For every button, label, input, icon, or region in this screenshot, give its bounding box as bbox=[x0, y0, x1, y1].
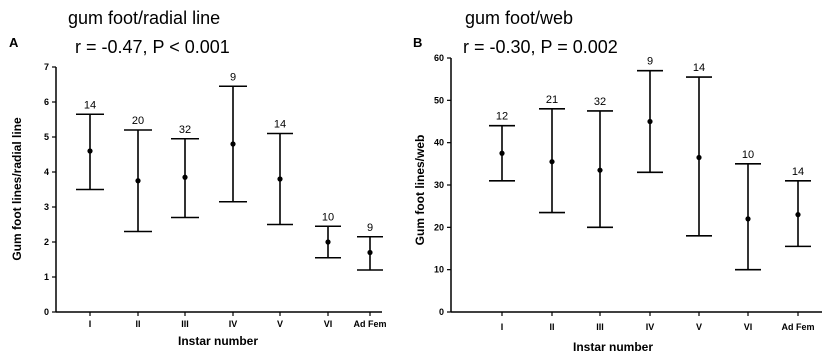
sample-size-label-2: 21 bbox=[546, 94, 558, 106]
panel-b-series: 12 I 21 II 32 III 9 IV 14 V 10 VI 14 Ad Fem bbox=[489, 56, 815, 332]
y-tick-label: 60 bbox=[434, 53, 444, 63]
sample-size-label-7: 9 bbox=[367, 222, 373, 234]
y-tick-label: 6 bbox=[44, 97, 49, 107]
x-category-label: V bbox=[696, 322, 702, 332]
panel-b-ylabel: Gum foot lines/web bbox=[413, 135, 427, 246]
panel-b-title: gum foot/web bbox=[465, 8, 573, 28]
x-category-label: I bbox=[501, 322, 504, 332]
x-category-label: Ad Fem bbox=[353, 319, 386, 329]
mean-point-5 bbox=[277, 176, 283, 182]
sample-size-label-3: 32 bbox=[179, 124, 191, 136]
y-tick-label: 50 bbox=[434, 95, 444, 105]
panel-a-ylabel: Gum foot lines/radial line bbox=[10, 117, 24, 261]
sample-size-label-5: 14 bbox=[274, 119, 286, 131]
mean-point-7 bbox=[795, 212, 801, 218]
mean-point-2 bbox=[135, 178, 141, 184]
x-category-label: Ad Fem bbox=[781, 322, 814, 332]
x-category-label: II bbox=[135, 319, 140, 329]
panel-a-plot: 0 1 2 3 4 5 6 7 14 I 20 II 32 III 9 IV 14 V 10 VI 9 Ad Fem I… bbox=[10, 62, 387, 348]
sample-size-label-3: 32 bbox=[594, 96, 606, 108]
mean-point-6 bbox=[325, 239, 331, 245]
panel-b-letter: B bbox=[413, 35, 422, 50]
panel-a-title: gum foot/radial line bbox=[68, 8, 220, 28]
x-category-label: IV bbox=[646, 322, 655, 332]
y-tick-label: 3 bbox=[44, 202, 49, 212]
sample-size-label-5: 14 bbox=[693, 62, 705, 74]
panel-a-y-ticks: 0 1 2 3 4 5 6 7 bbox=[44, 62, 56, 317]
mean-point-6 bbox=[745, 216, 751, 222]
y-tick-label: 10 bbox=[434, 265, 444, 275]
sample-size-label-1: 12 bbox=[496, 111, 508, 123]
sample-size-label-6: 10 bbox=[742, 149, 754, 161]
y-tick-label: 4 bbox=[44, 167, 49, 177]
y-tick-label: 0 bbox=[439, 307, 444, 317]
panel-a-letter: A bbox=[9, 35, 19, 50]
x-category-label: I bbox=[89, 319, 92, 329]
panel-b-plot: 0 10 20 30 40 50 60 12 I 21 II 32 III 9 IV 14 V 10 VI 14 Ad… bbox=[413, 53, 822, 354]
y-tick-label: 1 bbox=[44, 272, 49, 282]
sample-size-label-6: 10 bbox=[322, 211, 334, 223]
sample-size-label-1: 14 bbox=[84, 99, 96, 111]
mean-point-1 bbox=[87, 148, 93, 154]
x-category-label: III bbox=[596, 322, 604, 332]
sample-size-label-4: 9 bbox=[647, 56, 653, 68]
panel-b-stats: r = -0.30, P = 0.002 bbox=[463, 37, 618, 57]
x-category-label: IV bbox=[229, 319, 238, 329]
mean-point-7 bbox=[367, 249, 373, 256]
x-category-label: VI bbox=[744, 322, 753, 332]
x-category-label: II bbox=[549, 322, 554, 332]
y-tick-label: 5 bbox=[44, 132, 49, 142]
x-category-label: VI bbox=[324, 319, 333, 329]
y-tick-label: 20 bbox=[434, 222, 444, 232]
x-category-label: III bbox=[181, 319, 189, 329]
panel-a-stats: r = -0.47, P < 0.001 bbox=[75, 37, 230, 57]
y-tick-label: 40 bbox=[434, 138, 444, 148]
y-tick-label: 30 bbox=[434, 180, 444, 190]
panel-a-xlabel: Instar number bbox=[178, 334, 258, 348]
x-category-label: V bbox=[277, 319, 283, 329]
y-tick-label: 0 bbox=[44, 307, 49, 317]
mean-point-4 bbox=[230, 141, 236, 147]
y-tick-label: 7 bbox=[44, 62, 49, 72]
mean-point-4 bbox=[647, 118, 653, 125]
mean-point-5 bbox=[696, 154, 702, 161]
sample-size-label-4: 9 bbox=[230, 71, 236, 83]
mean-point-2 bbox=[549, 159, 555, 165]
mean-point-3 bbox=[182, 174, 188, 180]
panel-b-y-ticks: 0 10 20 30 40 50 60 bbox=[434, 53, 451, 317]
panel-a-series: 14 I 20 II 32 III 9 IV 14 V 10 VI 9 Ad Fem bbox=[76, 71, 387, 329]
sample-size-label-7: 14 bbox=[792, 166, 804, 178]
mean-point-1 bbox=[499, 150, 505, 156]
mean-point-3 bbox=[597, 167, 603, 173]
y-tick-label: 2 bbox=[44, 237, 49, 247]
panel-b-xlabel: Instar number bbox=[573, 340, 653, 354]
sample-size-label-2: 20 bbox=[132, 115, 144, 127]
